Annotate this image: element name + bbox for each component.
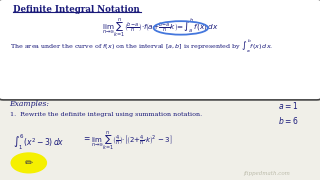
- Text: Examples:: Examples:: [10, 100, 50, 108]
- Text: $\lim_{n \to \infty} \sum_{k=1}^{n} \left(\frac{b-a}{n}\right) \cdot f\!\left(a : $\lim_{n \to \infty} \sum_{k=1}^{n} \lef…: [102, 16, 218, 39]
- Text: $\lim_{n \to \infty} \sum_{k=1}^{n} \left(\frac{4}{n}\right) \cdot \left[\left(2: $\lim_{n \to \infty} \sum_{k=1}^{n} \lef…: [91, 130, 173, 152]
- Circle shape: [11, 153, 46, 173]
- Text: $\int_1^6 (x^2 - 3)\,dx$: $\int_1^6 (x^2 - 3)\,dx$: [13, 132, 64, 152]
- Text: flippedmath.com: flippedmath.com: [243, 171, 290, 176]
- Text: 1.  Rewrite the definite integral using summation notation.: 1. Rewrite the definite integral using s…: [10, 112, 202, 117]
- FancyBboxPatch shape: [0, 0, 320, 100]
- Text: $a = 1$: $a = 1$: [278, 100, 299, 111]
- Text: The area under the curve of $f(x)$ on the interval $[a, b]$ is represented by $\: The area under the curve of $f(x)$ on th…: [10, 39, 273, 55]
- Text: Definite Integral Notation: Definite Integral Notation: [13, 4, 140, 14]
- Text: $=$: $=$: [82, 134, 91, 142]
- Text: ✏: ✏: [25, 158, 33, 168]
- Text: $b = 6$: $b = 6$: [278, 115, 299, 126]
